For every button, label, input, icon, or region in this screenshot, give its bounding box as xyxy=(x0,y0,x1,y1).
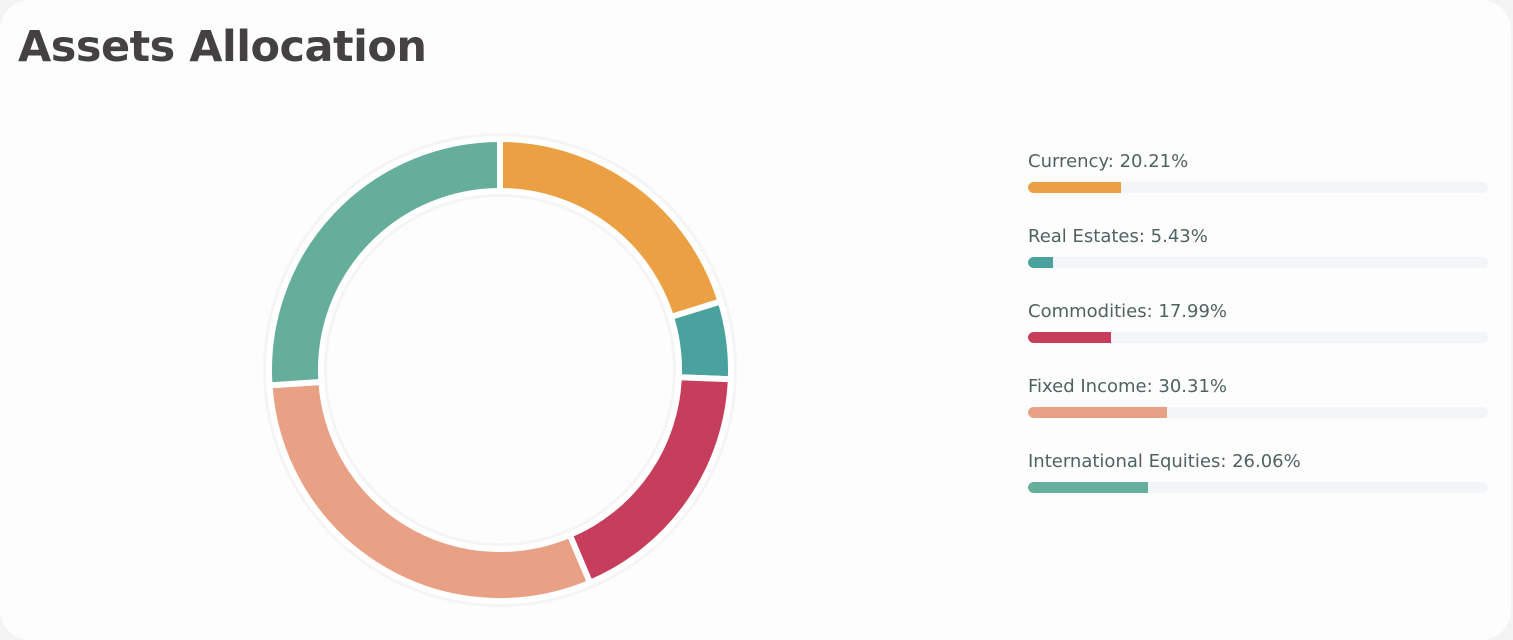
legend-label: Real Estates: 5.43% xyxy=(1028,226,1208,247)
progress-fill xyxy=(1028,482,1148,493)
legend-label: International Equities: 26.06% xyxy=(1028,451,1301,472)
legend-item-fixed-income: Fixed Income: 30.31% xyxy=(1028,375,1488,450)
legend-item-real-estates: Real Estates: 5.43% xyxy=(1028,225,1488,300)
progress-fill xyxy=(1028,407,1168,418)
legend-item-commodities: Commodities: 17.99% xyxy=(1028,300,1488,375)
progress-track xyxy=(1028,482,1488,493)
donut-segment-real-estates[interactable] xyxy=(667,297,734,383)
progress-fill xyxy=(1028,257,1053,268)
legend-item-currency: Currency: 20.21% xyxy=(1028,150,1488,225)
donut-segment-international-equities[interactable] xyxy=(266,135,503,389)
legend-label: Fixed Income: 30.31% xyxy=(1028,376,1228,397)
legend-label: Currency: 20.21% xyxy=(1028,151,1189,172)
donut-chart xyxy=(263,133,737,607)
progress-track xyxy=(1028,182,1488,193)
page-title: Assets Allocation xyxy=(18,22,427,72)
progress-track xyxy=(1028,257,1488,268)
progress-fill xyxy=(1028,182,1121,193)
legend-label: Commodities: 17.99% xyxy=(1028,301,1228,322)
progress-track xyxy=(1028,407,1488,418)
legend-item-international-equities: International Equities: 26.06% xyxy=(1028,450,1488,525)
progress-track xyxy=(1028,332,1488,343)
progress-fill xyxy=(1028,332,1111,343)
donut-segment-fixed-income[interactable] xyxy=(266,378,594,604)
legend: Currency: 20.21% Real Estates: 5.43% Com… xyxy=(1028,150,1488,525)
